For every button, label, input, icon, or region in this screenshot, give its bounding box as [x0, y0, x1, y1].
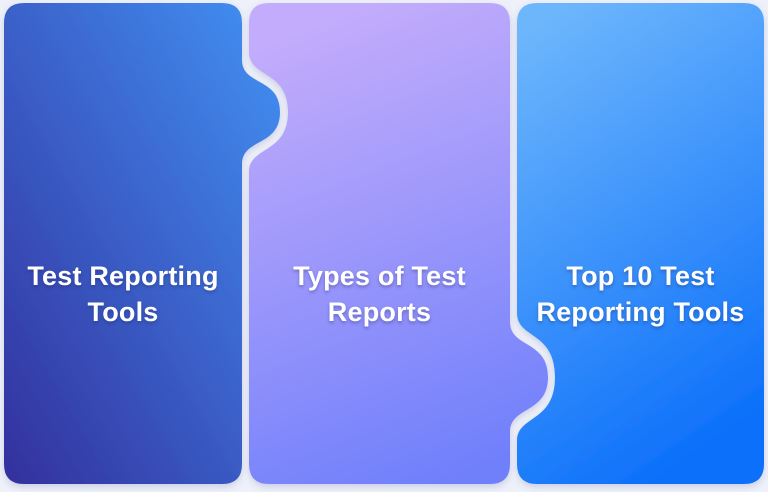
title-line-2: Tools — [87, 297, 159, 327]
card-shape-test-reporting-tools — [4, 3, 280, 484]
card-shape-top-10-test-reporting-tools — [517, 3, 764, 484]
title-line-2: Reporting Tools — [536, 297, 745, 327]
card-shape-types-of-test-reports — [249, 3, 548, 484]
title-line-1: Types of Test — [293, 261, 466, 291]
title-line-1: Test Reporting — [27, 261, 219, 291]
card-title-types-of-test-reports: Types of Test Reports — [249, 258, 510, 330]
card-title-top-10-test-reporting-tools: Top 10 Test Reporting Tools — [517, 258, 764, 330]
title-line-1: Top 10 Test — [566, 261, 715, 291]
title-line-2: Reports — [327, 297, 432, 327]
card-title-test-reporting-tools: Test Reporting Tools — [4, 258, 242, 330]
